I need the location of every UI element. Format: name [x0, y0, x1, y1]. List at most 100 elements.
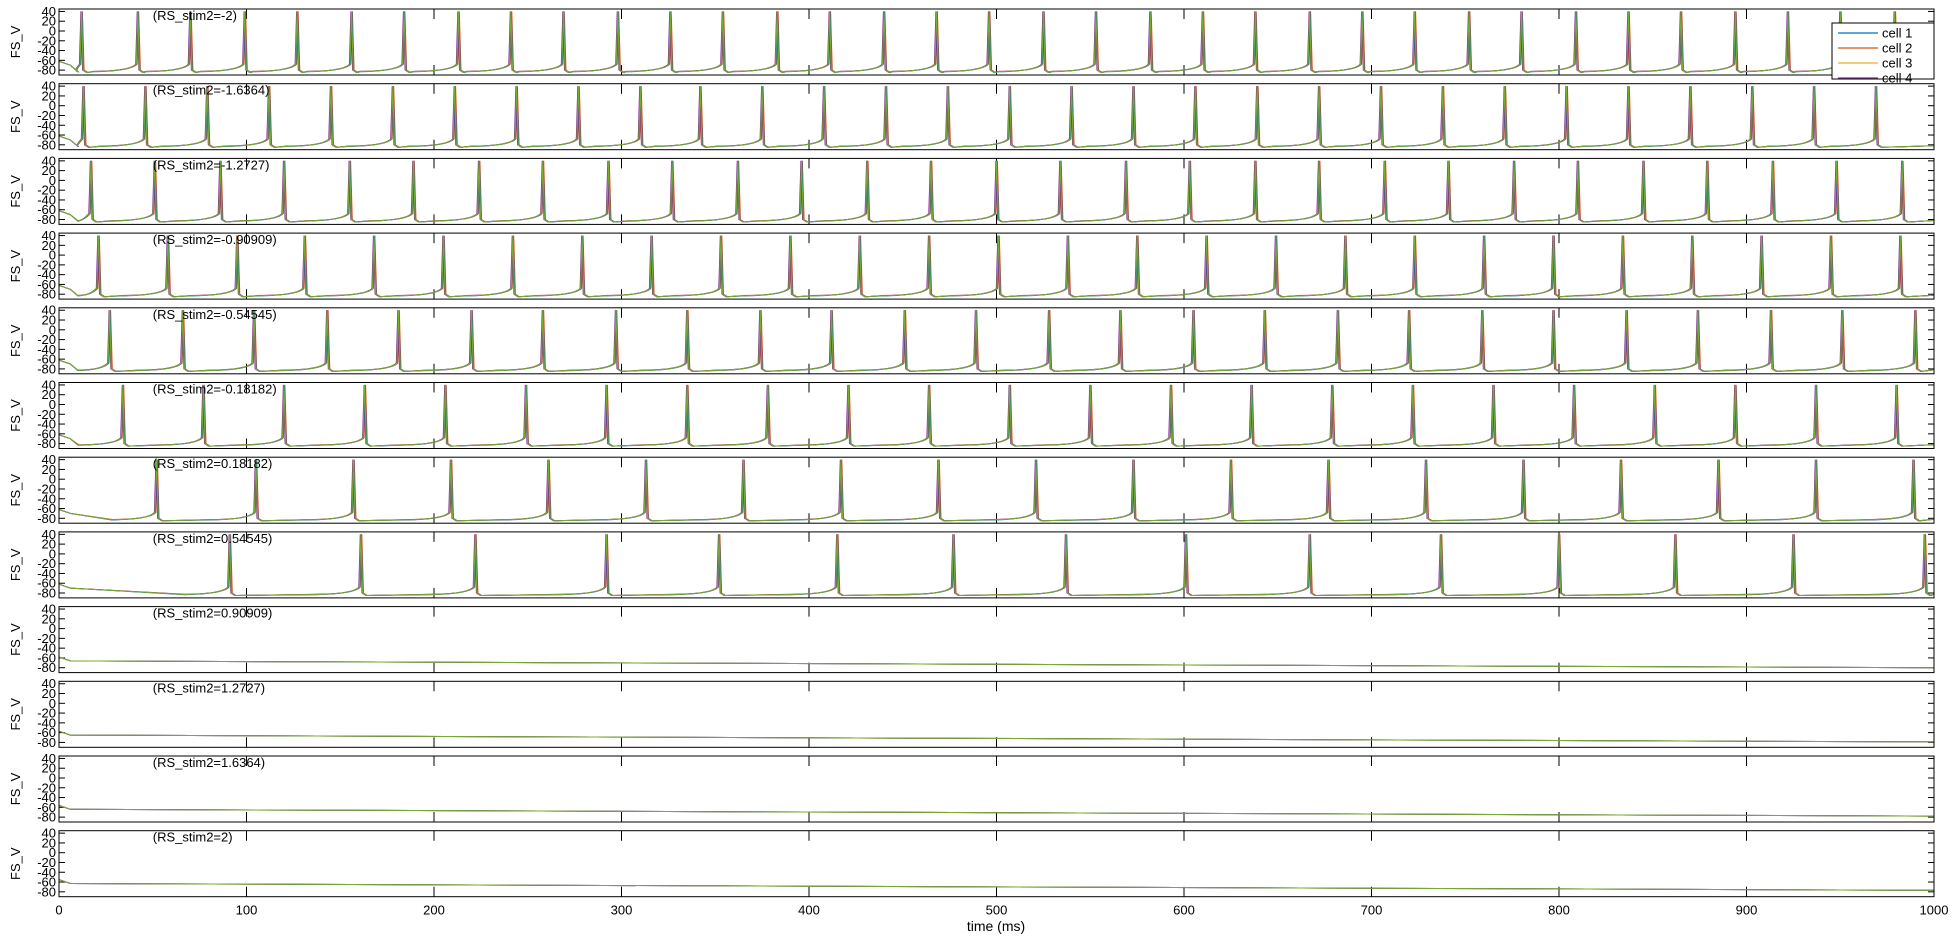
- y-tick-label: -60: [37, 800, 56, 815]
- panel-frame: [58, 755, 1935, 823]
- trace-cell-3: [58, 804, 1935, 817]
- y-tick-label: 0: [49, 322, 56, 337]
- y-tick-label: -80: [37, 884, 56, 899]
- y-tick-label: -60: [37, 725, 56, 740]
- trace-cell-3: [58, 459, 1935, 522]
- y-tick-label: -20: [37, 33, 56, 48]
- panel-frame: [58, 830, 1935, 898]
- y-tick-label: 0: [49, 845, 56, 860]
- panel-title: (RS_stim2=-0.90909): [153, 232, 277, 247]
- subplot-stack: 40200-20-40-60-80FS_V(RS_stim2=-2)40200-…: [8, 4, 1935, 899]
- y-tick-label: -20: [37, 108, 56, 123]
- y-axis-label: FS_V: [8, 250, 23, 283]
- y-tick-label: -40: [37, 267, 56, 282]
- x-tick-label: 200: [423, 903, 445, 918]
- y-tick-label: -60: [37, 277, 56, 292]
- x-tick-label: 800: [1548, 903, 1570, 918]
- y-tick-label: -40: [37, 790, 56, 805]
- legend-entry: cell 1: [1882, 26, 1912, 41]
- panel-title: (RS_stim2=-0.54545): [153, 307, 277, 322]
- y-tick-label: -80: [37, 137, 56, 152]
- y-tick-label: 20: [42, 163, 56, 178]
- legend-entry: cell 4: [1882, 71, 1912, 86]
- y-tick-label: 40: [42, 452, 56, 467]
- trace-cell-3: [58, 235, 1935, 298]
- trace-cell-3: [58, 534, 1935, 597]
- y-tick-label: 0: [49, 173, 56, 188]
- y-tick-label: 40: [42, 303, 56, 318]
- x-tick-label: 1000: [1920, 903, 1949, 918]
- trace-cell-3: [58, 86, 1935, 148]
- y-tick-label: 0: [49, 621, 56, 636]
- panel-frame: [58, 157, 1935, 225]
- y-tick-label: -20: [37, 855, 56, 870]
- panel-title: (RS_stim2=0.54545): [153, 531, 273, 546]
- y-tick-label: -20: [37, 257, 56, 272]
- y-tick-label: -60: [37, 352, 56, 367]
- trace-cell-3: [58, 310, 1935, 372]
- y-tick-label: -80: [37, 212, 56, 227]
- y-tick-label: -20: [37, 556, 56, 571]
- panel-title: (RS_stim2=0.18182): [153, 456, 273, 471]
- y-tick-label: 20: [42, 238, 56, 253]
- panel-title: (RS_stim2=0.90909): [153, 606, 273, 621]
- y-tick-label: -60: [37, 875, 56, 890]
- y-tick-label: -80: [37, 436, 56, 451]
- y-tick-label: 40: [42, 377, 56, 392]
- y-tick-label: 40: [42, 751, 56, 766]
- y-axis-label: FS_V: [8, 175, 23, 208]
- panel-title: (RS_stim2=1.6364): [153, 755, 265, 770]
- x-tick-label: 700: [1361, 903, 1383, 918]
- y-axis-label: FS_V: [8, 623, 23, 656]
- y-tick-label: 0: [49, 472, 56, 487]
- y-tick-label: 20: [42, 14, 56, 29]
- panel-title: (RS_stim2=-1.2727): [153, 157, 270, 172]
- panel-title: (RS_stim2=-2): [153, 8, 237, 23]
- y-tick-label: -20: [37, 407, 56, 422]
- y-axis-label: FS_V: [8, 698, 23, 731]
- y-tick-label: -80: [37, 511, 56, 526]
- y-tick-label: 0: [49, 696, 56, 711]
- y-axis-label: FS_V: [8, 324, 23, 357]
- trace-cell-3: [58, 656, 1935, 669]
- x-tick-label: 500: [986, 903, 1008, 918]
- panel-frame: [58, 232, 1935, 300]
- x-axis-label: time (ms): [967, 918, 1025, 934]
- y-axis-label: FS_V: [8, 772, 23, 805]
- y-tick-label: -40: [37, 118, 56, 133]
- y-tick-label: 40: [42, 676, 56, 691]
- trace-cell-3: [58, 11, 1935, 74]
- y-tick-label: -80: [37, 586, 56, 601]
- y-tick-label: 20: [42, 313, 56, 328]
- panel-frame: [58, 83, 1935, 151]
- y-tick-label: 40: [42, 79, 56, 94]
- x-tick-label: 300: [611, 903, 633, 918]
- y-tick-label: -60: [37, 650, 56, 665]
- panel-title: (RS_stim2=-1.6364): [153, 83, 270, 98]
- y-tick-label: -40: [37, 566, 56, 581]
- y-tick-label: -40: [37, 491, 56, 506]
- y-axis-label: FS_V: [8, 100, 23, 133]
- y-axis-label: FS_V: [8, 474, 23, 507]
- trace-cell-3: [58, 384, 1935, 447]
- y-tick-label: -20: [37, 332, 56, 347]
- y-tick-label: -20: [37, 706, 56, 721]
- panel-frame: [58, 606, 1935, 674]
- panel-frame: [58, 307, 1935, 375]
- y-tick-label: 0: [49, 546, 56, 561]
- legend-entry: cell 3: [1882, 56, 1912, 71]
- trace-cell-3: [58, 730, 1935, 743]
- y-tick-label: -80: [37, 660, 56, 675]
- y-tick-label: 20: [42, 537, 56, 552]
- y-tick-label: 0: [49, 771, 56, 786]
- y-axis-label: FS_V: [8, 25, 23, 58]
- y-tick-label: 0: [49, 248, 56, 263]
